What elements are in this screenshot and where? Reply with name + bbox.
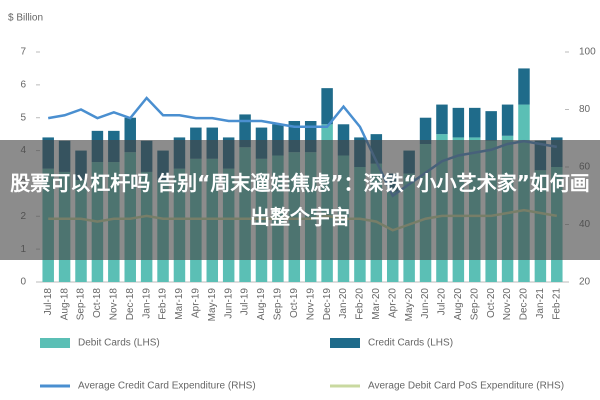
x-tick-label: Sep-19 [273, 288, 284, 321]
x-tick-label: Mar-20 [371, 288, 382, 320]
x-tick-label: Sep-20 [469, 288, 480, 321]
y-tick-label: 6 [20, 79, 26, 90]
x-tick-label: Sep-18 [76, 288, 87, 321]
x-tick-label: Jun-19 [223, 288, 234, 319]
x-tick-label: May-19 [207, 288, 218, 322]
legend-swatch [330, 338, 360, 348]
bar [419, 117, 432, 144]
y2-tick-label: 80 [579, 104, 591, 115]
y-tick-label: 5 [20, 112, 26, 123]
y-tick-label: 7 [20, 47, 26, 58]
x-tick-label: Aug-19 [256, 288, 267, 321]
x-tick-label: Dec-20 [519, 288, 530, 321]
bar [321, 88, 333, 125]
x-tick-label: Oct-19 [289, 288, 300, 318]
x-tick-label: Aug-18 [59, 288, 70, 321]
y-tick-label: 0 [20, 277, 26, 288]
x-tick-label: Nov-19 [305, 288, 316, 321]
x-tick-label: Nov-20 [502, 288, 513, 321]
x-tick-label: Jul-20 [437, 288, 448, 316]
x-tick-label: Dec-18 [125, 288, 136, 321]
x-tick-label: Jun-20 [420, 288, 431, 319]
x-tick-label: Feb-20 [355, 288, 366, 320]
bar [436, 104, 448, 135]
x-tick-label: Jan-20 [338, 288, 349, 319]
x-tick-label: Jul-18 [43, 288, 54, 316]
x-tick-label: Feb-19 [158, 288, 169, 320]
y2-tick-label: 20 [579, 277, 591, 288]
bar [485, 111, 497, 141]
legend-label: Debit Cards (LHS) [78, 338, 160, 349]
x-tick-label: Jan-21 [535, 288, 546, 319]
legend-label: Credit Cards (LHS) [368, 338, 453, 349]
x-tick-label: Feb-21 [551, 288, 562, 320]
overlay-banner: 股票可以杠杆吗 告别“周末遛娃焦虑”：深铁“小小艺术家”如何画出整个宇宙 [0, 140, 600, 260]
legend-label: Average Credit Card Expenditure (RHS) [78, 381, 256, 392]
bar [518, 68, 530, 105]
bar [239, 114, 251, 148]
x-tick-label: Nov-18 [108, 288, 119, 321]
x-tick-label: Apr-20 [387, 288, 398, 318]
x-tick-label: Mar-19 [174, 288, 185, 320]
x-tick-label: Dec-19 [322, 288, 333, 321]
bar [501, 104, 514, 136]
bar [124, 117, 136, 153]
y2-tick-label: 100 [579, 47, 596, 58]
x-tick-label: Oct-18 [92, 288, 103, 318]
overlay-text: 股票可以杠杆吗 告别“周末遛娃焦虑”：深铁“小小艺术家”如何画出整个宇宙 [10, 171, 590, 229]
x-tick-label: May-20 [404, 288, 415, 322]
x-tick-label: Apr-19 [191, 288, 202, 318]
bar [272, 124, 284, 156]
x-tick-label: Aug-20 [453, 288, 464, 321]
x-tick-label: Oct-20 [486, 288, 497, 318]
legend-label: Average Debit Card PoS Expenditure (RHS) [368, 381, 564, 392]
bar [288, 121, 301, 153]
bar [452, 107, 465, 138]
bar [304, 121, 317, 153]
x-tick-label: Jan-19 [141, 288, 152, 319]
legend-swatch [40, 338, 70, 348]
bar [337, 124, 350, 156]
y-axis-label: $ Billion [8, 13, 43, 24]
x-tick-label: Jul-19 [240, 288, 251, 316]
bar [469, 107, 481, 138]
